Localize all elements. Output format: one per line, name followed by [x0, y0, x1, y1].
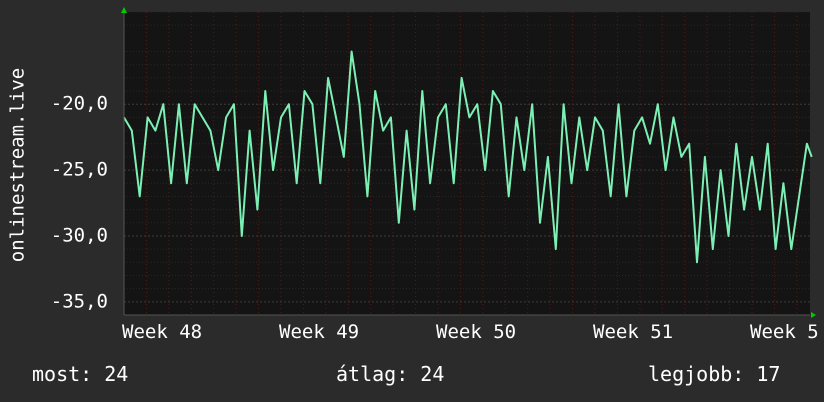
footer-stats: most: 24 átlag: 24 legjobb: 17 [0, 362, 824, 390]
x-tick-label: Week 51 [593, 321, 673, 343]
y-tick-label: -25,0 [51, 159, 108, 181]
y-tick-label: -35,0 [51, 290, 108, 312]
plot-area [124, 12, 810, 315]
vertical-grid [145, 12, 798, 315]
average-value: átlag: 24 [336, 362, 445, 386]
x-axis-arrow-icon [811, 312, 816, 318]
x-tick-labels: Week 48 Week 49 Week 50 Week 51 Week 5 [122, 321, 819, 343]
current-value: most: 24 [32, 362, 129, 386]
y-axis-arrow-icon [121, 7, 127, 13]
x-tick-label: Week 5 [750, 321, 819, 343]
x-tick-label: Week 48 [122, 321, 202, 343]
series-line [123, 50, 813, 264]
y-tick-labels: -20,0 -25,0 -30,0 -35,0 [51, 93, 108, 313]
y-axis-label: onlinestream.live [7, 68, 29, 262]
x-tick-label: Week 50 [436, 321, 516, 343]
y-tick-label: -30,0 [51, 224, 108, 246]
x-tick-label: Week 49 [279, 321, 359, 343]
best-value: legjobb: 17 [648, 362, 781, 386]
series-layer [123, 50, 813, 264]
y-tick-label: -20,0 [51, 93, 108, 115]
